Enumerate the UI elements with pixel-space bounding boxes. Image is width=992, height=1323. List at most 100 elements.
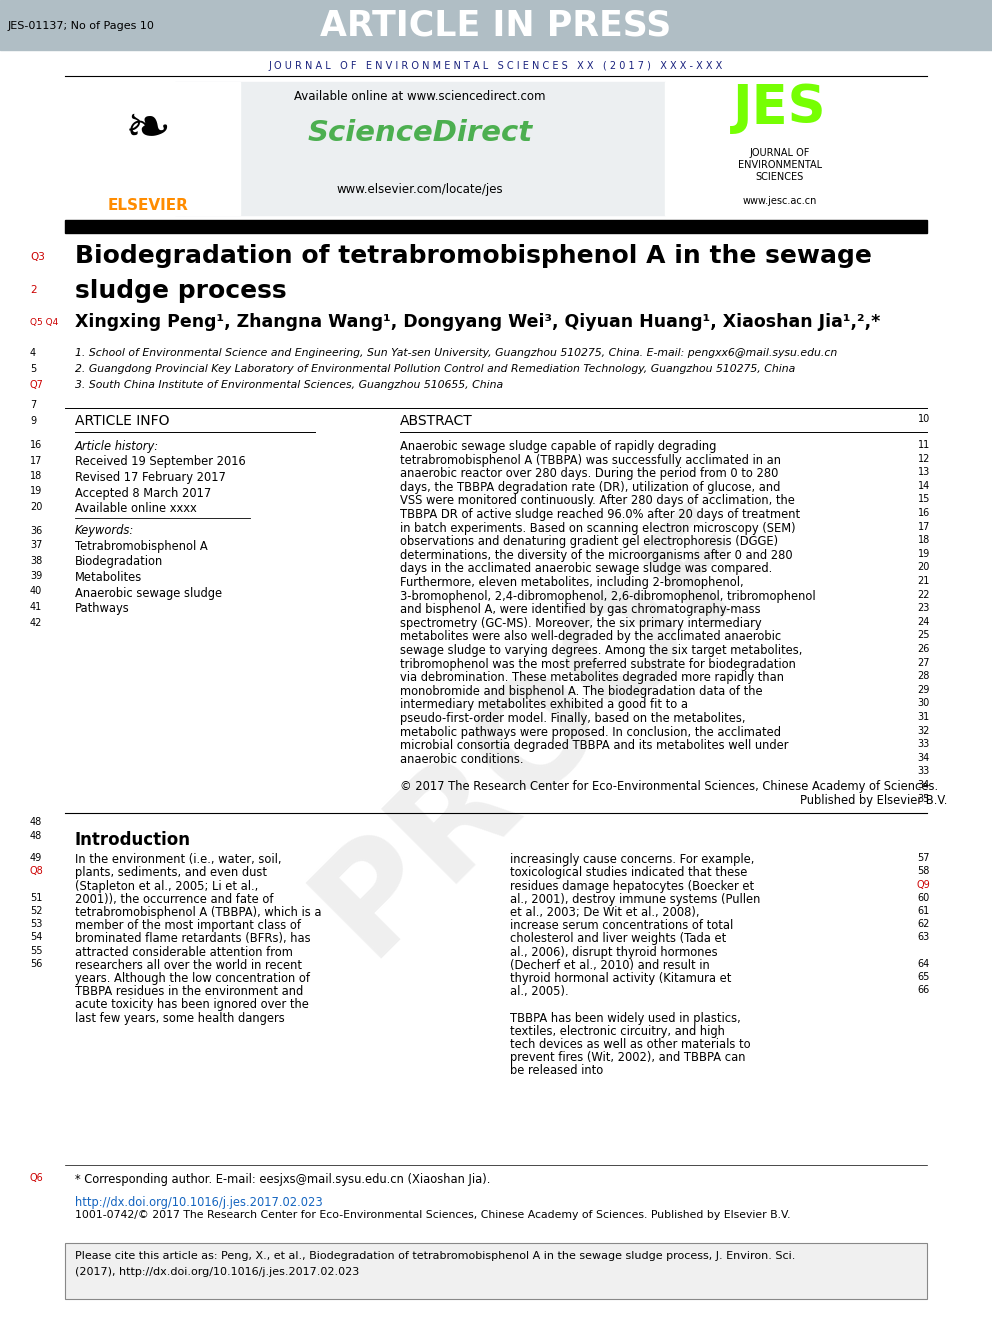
Text: Please cite this article as: Peng, X., et al., Biodegradation of tetrabromobisph: Please cite this article as: Peng, X., e… <box>75 1252 796 1261</box>
Text: 34: 34 <box>918 781 930 790</box>
Text: brominated flame retardants (BFRs), has: brominated flame retardants (BFRs), has <box>75 933 310 946</box>
Text: www.jesc.ac.cn: www.jesc.ac.cn <box>743 196 817 206</box>
Text: years. Although the low concentration of: years. Although the low concentration of <box>75 972 310 986</box>
Text: 53: 53 <box>30 919 43 929</box>
Text: 24: 24 <box>918 617 930 627</box>
Bar <box>0 0 992 50</box>
Text: 63: 63 <box>918 933 930 942</box>
Text: ABSTRACT: ABSTRACT <box>400 414 473 429</box>
Text: researchers all over the world in recent: researchers all over the world in recent <box>75 959 302 972</box>
Text: 32: 32 <box>918 725 930 736</box>
Text: metabolic pathways were proposed. In conclusion, the acclimated: metabolic pathways were proposed. In con… <box>400 725 781 738</box>
Text: Q6: Q6 <box>30 1174 44 1183</box>
Text: Q3: Q3 <box>30 251 45 262</box>
Text: Xingxing Peng¹, Zhangna Wang¹, Dongyang Wei³, Qiyuan Huang¹, Xiaoshan Jia¹,²,*: Xingxing Peng¹, Zhangna Wang¹, Dongyang … <box>75 314 880 331</box>
Text: 4: 4 <box>30 348 36 359</box>
Text: 65: 65 <box>918 972 930 982</box>
Text: 56: 56 <box>30 959 43 968</box>
Text: 22: 22 <box>918 590 930 599</box>
Bar <box>665 82 930 216</box>
Text: Furthermore, eleven metabolites, including 2-bromophenol,: Furthermore, eleven metabolites, includi… <box>400 576 744 589</box>
Text: 3. South China Institute of Environmental Sciences, Guangzhou 510655, China: 3. South China Institute of Environmenta… <box>75 380 503 390</box>
Text: al., 2006), disrupt thyroid hormones: al., 2006), disrupt thyroid hormones <box>510 946 717 959</box>
Text: anaerobic conditions.: anaerobic conditions. <box>400 753 524 766</box>
Text: 48: 48 <box>30 831 43 841</box>
Text: 1. School of Environmental Science and Engineering, Sun Yat-sen University, Guan: 1. School of Environmental Science and E… <box>75 348 837 359</box>
Text: 30: 30 <box>918 699 930 708</box>
Text: 49: 49 <box>30 853 43 863</box>
Text: 57: 57 <box>918 853 930 863</box>
Text: 17: 17 <box>918 521 930 532</box>
Text: Anaerobic sewage sludge: Anaerobic sewage sludge <box>75 586 222 599</box>
Text: Q8: Q8 <box>30 867 44 876</box>
Text: Published by Elsevier B.V.: Published by Elsevier B.V. <box>800 794 947 807</box>
Text: 61: 61 <box>918 906 930 916</box>
Text: 27: 27 <box>918 658 930 668</box>
Text: residues damage hepatocytes (Boecker et: residues damage hepatocytes (Boecker et <box>510 880 754 893</box>
Text: SCIENCES: SCIENCES <box>756 172 805 183</box>
Text: 36: 36 <box>30 527 43 536</box>
Text: sludge process: sludge process <box>75 279 287 303</box>
Text: Biodegradation of tetrabromobisphenol A in the sewage: Biodegradation of tetrabromobisphenol A … <box>75 243 872 269</box>
Text: 33: 33 <box>918 740 930 749</box>
Text: Article history:: Article history: <box>75 441 159 452</box>
Text: 5: 5 <box>30 364 37 374</box>
Text: 31: 31 <box>918 712 930 722</box>
Text: 60: 60 <box>918 893 930 902</box>
Text: 51: 51 <box>30 893 43 902</box>
Text: et al., 2003; De Wit et al., 2008),: et al., 2003; De Wit et al., 2008), <box>510 906 699 919</box>
Text: last few years, some health dangers: last few years, some health dangers <box>75 1012 285 1024</box>
Text: sewage sludge to varying degrees. Among the six target metabolites,: sewage sludge to varying degrees. Among … <box>400 644 803 658</box>
Text: TBBPA residues in the environment and: TBBPA residues in the environment and <box>75 986 304 998</box>
Text: Available online xxxx: Available online xxxx <box>75 501 196 515</box>
Text: tech devices as well as other materials to: tech devices as well as other materials … <box>510 1039 751 1050</box>
Text: 20: 20 <box>918 562 930 573</box>
Text: Pathways: Pathways <box>75 602 130 615</box>
Text: Q7: Q7 <box>30 380 44 390</box>
Text: Metabolites: Metabolites <box>75 572 142 583</box>
Text: JES: JES <box>733 82 826 134</box>
Text: www.elsevier.com/locate/jes: www.elsevier.com/locate/jes <box>336 184 503 197</box>
Text: 40: 40 <box>30 586 43 597</box>
Text: tetrabromobisphenol A (TBBPA), which is a: tetrabromobisphenol A (TBBPA), which is … <box>75 906 321 919</box>
Text: Received 19 September 2016: Received 19 September 2016 <box>75 455 246 468</box>
Text: anaerobic reactor over 280 days. During the period from 0 to 280: anaerobic reactor over 280 days. During … <box>400 467 779 480</box>
Text: 37: 37 <box>30 540 43 550</box>
Text: 13: 13 <box>918 467 930 478</box>
Text: PROOF: PROOF <box>290 480 791 980</box>
Text: ScienceDirect: ScienceDirect <box>308 119 533 147</box>
Bar <box>65 220 927 233</box>
Text: be released into: be released into <box>510 1065 603 1077</box>
Text: * Corresponding author. E-mail: eesjxs@mail.sysu.edu.cn (Xiaoshan Jia).: * Corresponding author. E-mail: eesjxs@m… <box>75 1174 490 1185</box>
Text: TBBPA DR of active sludge reached 96.0% after 20 days of treatment: TBBPA DR of active sludge reached 96.0% … <box>400 508 801 521</box>
Text: (Stapleton et al., 2005; Li et al.,: (Stapleton et al., 2005; Li et al., <box>75 880 258 893</box>
Text: 20: 20 <box>30 501 43 512</box>
Text: member of the most important class of: member of the most important class of <box>75 919 301 933</box>
Text: 52: 52 <box>30 906 43 916</box>
Text: 18: 18 <box>918 536 930 545</box>
Text: tribromophenol was the most preferred substrate for biodegradation: tribromophenol was the most preferred su… <box>400 658 796 671</box>
Text: 17: 17 <box>30 455 43 466</box>
Text: 55: 55 <box>30 946 43 955</box>
Text: 23: 23 <box>918 603 930 613</box>
Text: Q5 Q4: Q5 Q4 <box>30 318 59 327</box>
Bar <box>65 82 240 216</box>
Text: 26: 26 <box>918 644 930 654</box>
Text: 14: 14 <box>918 480 930 491</box>
Text: 62: 62 <box>918 919 930 929</box>
Text: microbial consortia degraded TBBPA and its metabolites well under: microbial consortia degraded TBBPA and i… <box>400 740 789 753</box>
Text: Revised 17 February 2017: Revised 17 February 2017 <box>75 471 226 484</box>
Text: 15: 15 <box>918 495 930 504</box>
Text: in batch experiments. Based on scanning electron microscopy (SEM): in batch experiments. Based on scanning … <box>400 521 796 534</box>
Text: ENVIRONMENTAL: ENVIRONMENTAL <box>738 160 822 169</box>
Text: Introduction: Introduction <box>75 831 191 849</box>
Text: textiles, electronic circuitry, and high: textiles, electronic circuitry, and high <box>510 1025 725 1037</box>
Text: 11: 11 <box>918 441 930 450</box>
Text: Accepted 8 March 2017: Accepted 8 March 2017 <box>75 487 211 500</box>
Text: (Decherf et al., 2010) and result in: (Decherf et al., 2010) and result in <box>510 959 709 972</box>
Text: 21: 21 <box>918 576 930 586</box>
Text: Anaerobic sewage sludge capable of rapidly degrading: Anaerobic sewage sludge capable of rapid… <box>400 441 716 452</box>
Text: Q9: Q9 <box>917 880 930 889</box>
Text: Biodegradation: Biodegradation <box>75 556 164 569</box>
Text: 39: 39 <box>30 572 43 581</box>
